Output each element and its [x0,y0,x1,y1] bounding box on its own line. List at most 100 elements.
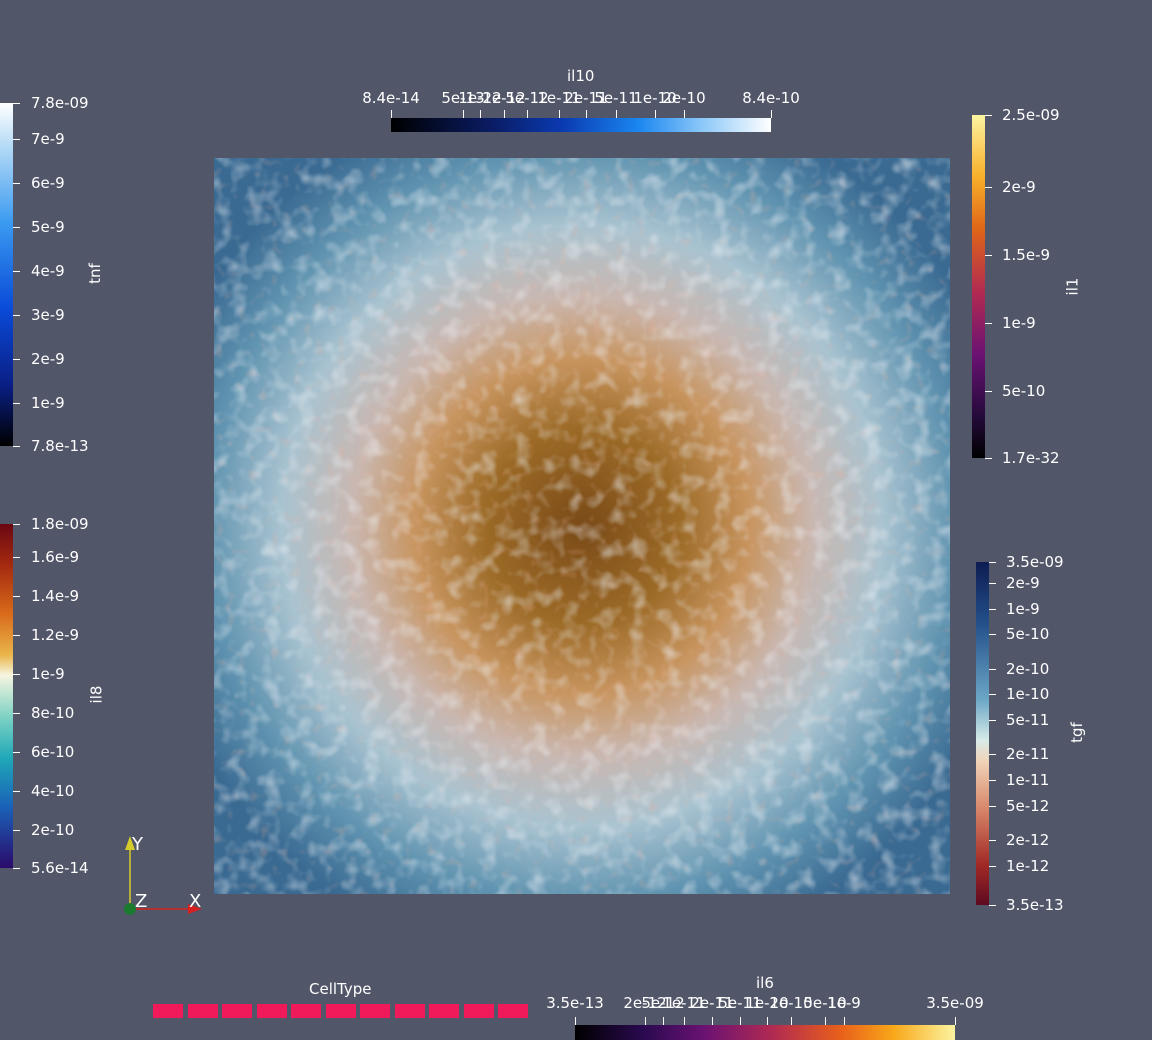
tgf-tick [989,609,996,610]
il6-tick [740,1017,741,1025]
tgf-tick-label: 3.5e-09 [1006,553,1064,571]
il8-tick [13,557,20,558]
il10-tick-label: 1e-12 [458,89,502,107]
celltype-swatch [498,1004,528,1018]
tgf-tick-label: 2e-11 [1006,745,1050,763]
il8-tick [13,830,20,831]
il8-tick [13,635,20,636]
il1-tick [985,323,992,324]
il6-tick-label: 1e-10 [745,994,789,1012]
tnf-tick-label: 1e-9 [31,394,65,412]
render-viewport[interactable] [214,158,950,894]
tgf-tick-label: 2e-9 [1006,574,1040,592]
il10-tick [391,110,392,118]
il8-tick-label: 1.6e-9 [31,548,80,566]
x-axis-label: X [189,891,202,912]
il6-tick-label: 2e-11 [690,994,734,1012]
tnf-colorbar-title: tnf [85,263,104,284]
celltype-swatch [360,1004,390,1018]
tgf-tick [989,806,996,807]
il8-tick-label: 4e-10 [31,782,75,800]
il1-tick-label: 2e-9 [1002,178,1036,196]
tnf-tick [13,183,20,184]
il8-tick [13,713,20,714]
il10-tick-label: 8.4e-14 [362,89,420,107]
tgf-tick-label: 1e-12 [1006,857,1050,875]
il10-tick [655,110,656,118]
il10-tick [684,110,685,118]
il1-tick-label: 5e-10 [1002,382,1046,400]
il1-tick-label: 1e-9 [1002,314,1036,332]
il6-tick [955,1017,956,1025]
il1-tick-label: 1.7e-32 [1002,449,1060,467]
il10-tick-label: 5e-13 [441,89,485,107]
celltype-swatch [291,1004,321,1018]
il10-colorbar-title: il10 [567,67,595,85]
il6-tick-label: 5e-10 [803,994,847,1012]
orientation-axes [124,836,202,915]
tnf-tick [13,271,20,272]
tgf-tick [989,866,996,867]
tnf-tick-label: 5e-9 [31,218,65,236]
il1-tick [985,115,992,116]
z-axis-label: Z [135,891,148,912]
tgf-tick [989,669,996,670]
tgf-tick-label: 5e-11 [1006,711,1050,729]
il1-tick-label: 2.5e-09 [1002,106,1060,124]
il8-tick [13,752,20,753]
celltype-swatch [429,1004,459,1018]
il6-tick-label: 1e-9 [827,994,861,1012]
il1-tick [985,255,992,256]
il6-tick-label: 1e-11 [662,994,706,1012]
tgf-tick-label: 5e-12 [1006,797,1050,815]
tgf-tick [989,905,996,906]
il8-tick [13,868,20,869]
tgf-colorbar [976,562,989,905]
tgf-tick [989,583,996,584]
il6-tick-label: 2e-12 [623,994,667,1012]
il8-tick [13,674,20,675]
il10-tick-label: 2e-10 [662,89,706,107]
il6-tick-label: 3.5e-13 [546,994,604,1012]
tnf-tick-label: 7.8e-09 [31,94,89,112]
il1-tick [985,391,992,392]
celltype-swatch [153,1004,183,1018]
il1-colorbar-title: il1 [1063,277,1082,296]
tnf-tick [13,103,20,104]
tgf-tick [989,694,996,695]
il6-tick [575,1017,576,1025]
tnf-tick [13,227,20,228]
tnf-tick-label: 7.8e-13 [31,437,89,455]
il10-colorbar [391,118,771,132]
il8-tick-label: 5.6e-14 [31,859,89,877]
il6-tick-label: 5e-12 [641,994,685,1012]
il8-tick [13,791,20,792]
tgf-tick-label: 1e-10 [1006,685,1050,703]
tgf-tick [989,634,996,635]
tnf-tick [13,446,20,447]
il10-tick [586,110,587,118]
tnf-tick-label: 2e-9 [31,350,65,368]
tnf-tick [13,359,20,360]
tgf-tick-label: 2e-12 [1006,831,1050,849]
il10-tick-label: 2e-12 [482,89,526,107]
x-axis-arrow [188,904,202,914]
il10-tick-label: 8.4e-10 [742,89,800,107]
tgf-tick-label: 1e-11 [1006,771,1050,789]
il6-tick [825,1017,826,1025]
celltype-swatch [256,1004,287,1018]
il10-tick-label: 2e-11 [564,89,608,107]
tnf-colorbar [0,103,13,446]
celltype-swatch [394,1004,425,1018]
z-axis-dot [124,903,136,915]
tnf-tick [13,403,20,404]
il1-tick-label: 1.5e-9 [1002,246,1051,264]
il6-tick [767,1017,768,1025]
il1-colorbar [972,115,985,458]
tgf-tick-label: 1e-9 [1006,600,1040,618]
il8-tick-label: 6e-10 [31,743,75,761]
il10-tick [771,110,772,118]
il8-tick [13,524,20,525]
celltype-legend-title: CellType [309,980,372,998]
il10-tick [463,110,464,118]
